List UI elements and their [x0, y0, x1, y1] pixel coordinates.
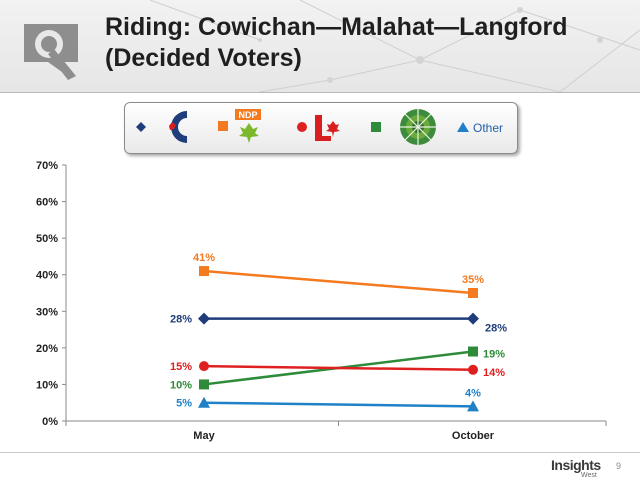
slide-header: Riding: Cowichan—Malahat—Langford (Decid… [0, 0, 640, 93]
conservative-logo-icon [169, 111, 187, 143]
data-label: 4% [465, 387, 481, 399]
triangle-marker-icon [457, 122, 469, 132]
legend-item-green [371, 109, 436, 145]
series-conservative: 28% 28% [170, 312, 507, 335]
data-label: 14% [483, 367, 505, 379]
data-label: 19% [483, 349, 505, 361]
y-tick-label: 20% [36, 343, 58, 355]
ndp-logo-icon: NDP [235, 109, 261, 143]
data-point-square [468, 288, 478, 298]
page-number: 9 [616, 461, 622, 471]
square-marker-icon [218, 121, 228, 131]
y-tick-label: 70% [36, 160, 58, 172]
legend-graphics: NDP [136, 109, 503, 145]
footer-divider [0, 452, 640, 453]
insights-q-logo-icon [24, 24, 78, 80]
data-point-triangle [467, 400, 479, 412]
insights-west-logo: Insights West [551, 457, 607, 479]
page-title: Riding: Cowichan—Malahat—Langford (Decid… [105, 12, 568, 74]
data-label: 28% [485, 323, 507, 335]
data-point-triangle [198, 396, 210, 408]
series-line [203, 401, 474, 408]
y-tick-label: 10% [36, 379, 58, 391]
series-line [203, 364, 474, 372]
legend-item-other: Other [457, 121, 503, 135]
legend-item-conservative [136, 111, 187, 143]
liberal-logo-icon [315, 115, 340, 141]
series-liberal: 15% 14% [170, 361, 505, 379]
title-line-1: Riding: Cowichan—Malahat—Langford [105, 13, 568, 41]
legend-other-label: Other [473, 121, 503, 135]
data-point-circle [199, 361, 209, 372]
y-axis: 0% 10% 20% 30% 40% 50% 60% 70% [36, 160, 67, 428]
series-ndp: 41% 35% [193, 252, 484, 298]
series-other: 5% 4% [176, 387, 481, 412]
chart-legend: NDP [124, 102, 518, 154]
data-label: 41% [193, 252, 215, 264]
data-label: 5% [176, 398, 192, 410]
green-logo-icon [400, 109, 436, 145]
y-tick-label: 30% [36, 306, 58, 318]
y-tick-label: 60% [36, 197, 58, 209]
data-point-diamond [467, 312, 479, 325]
brand-sub: West [581, 472, 597, 479]
y-tick-label: 0% [42, 416, 58, 428]
data-point-square [199, 266, 209, 277]
y-tick-label: 50% [36, 233, 58, 245]
svg-text:NDP: NDP [238, 110, 257, 120]
x-axis: May October [65, 420, 607, 442]
data-label: 28% [170, 314, 192, 326]
diamond-marker-icon [136, 122, 146, 132]
data-point-square [468, 346, 478, 357]
data-point-diamond [198, 312, 210, 325]
data-label: 35% [462, 274, 484, 286]
data-label: 10% [170, 379, 192, 391]
series-layer: 41% 35% 28% 28% 10% 19% 15% 14% 5% 4% [170, 252, 507, 412]
brand-name: Insights [551, 457, 601, 473]
data-point-square [199, 379, 209, 390]
x-tick-label: October [452, 430, 495, 442]
data-label: 15% [170, 361, 192, 373]
circle-marker-icon [297, 122, 307, 132]
square-marker-icon [371, 122, 381, 132]
data-point-circle [468, 364, 478, 375]
series-line [203, 269, 474, 295]
network-background [149, 0, 640, 92]
title-line-2: (Decided Voters) [105, 44, 302, 72]
legend-item-liberal [297, 115, 340, 141]
y-tick-label: 40% [36, 270, 58, 282]
x-tick-label: May [193, 430, 215, 442]
legend-item-ndp: NDP [218, 109, 261, 143]
